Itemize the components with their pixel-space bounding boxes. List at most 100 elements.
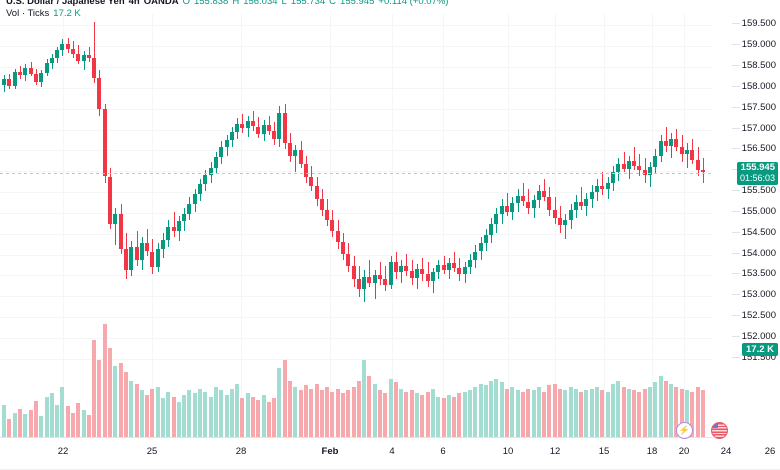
candle-wick [634,147,635,171]
candle-wick [602,172,603,196]
chart-plot-area[interactable] [0,14,712,437]
candle-body [325,209,329,221]
volume-bar [34,400,38,437]
candle-body [500,205,504,214]
grid-line-horizontal [0,24,712,26]
candle-body [637,166,641,171]
candle-body [643,170,647,176]
volume-bar [325,386,329,437]
candle-body [659,141,663,156]
time-tick-label: 25 [146,446,158,457]
candle-wick [406,253,407,277]
volume-bar [235,383,239,437]
candle-body [457,268,461,275]
volume-bar [97,360,101,437]
candle-body [2,79,6,85]
time-tick-label: 15 [598,446,610,457]
candle-body [187,203,191,214]
volume-indicator-label[interactable]: Vol · Ticks [6,8,50,19]
price-tick-dash [731,190,740,192]
candle-body [611,172,615,183]
price-tick-dash [731,210,740,212]
volume-bar [537,386,541,437]
candle-wick [565,214,566,239]
volume-bar [643,388,647,437]
candle-body [394,261,398,273]
volume-bar [156,386,160,437]
candle-body [66,44,70,49]
volume-bar [669,383,673,437]
candle-body [97,77,101,109]
grid-line-horizontal [0,212,712,214]
current-price-line [0,173,712,174]
time-tick-label: 28 [235,446,247,457]
time-tick-label: 6 [440,446,446,457]
candle-body [119,214,123,250]
time-tick-label: 12 [549,446,561,457]
volume-bar [468,390,472,437]
grid-line-horizontal [0,87,712,89]
lightning-bolt-icon[interactable]: ⚡ [676,422,693,439]
volume-bar [579,391,583,437]
candle-body [235,124,239,132]
candle-wick [375,270,376,300]
candle-body [13,71,17,87]
candle-body [166,226,170,241]
candle-body [378,275,382,280]
time-scale[interactable]: 22 25 28 Feb 4 6 10 12 15 18 20 24 26 [0,437,780,470]
volume-bar [66,406,70,437]
interval-label[interactable]: 4h [128,0,140,7]
candle-body [45,62,49,73]
volume-bar [320,390,324,437]
candle-body [479,243,483,252]
candle-body [230,131,234,141]
candle-wick [581,186,582,210]
candle-wick [115,207,116,246]
candle-body [214,156,218,169]
candle-body [579,201,583,206]
volume-badge: 17.2 K [742,342,778,356]
time-tick-label: 24 [720,446,732,457]
volume-bar [198,388,202,437]
volume-bar [521,391,525,437]
candle-body [489,224,493,235]
volume-bar [293,386,297,437]
time-tick-label: 22 [57,446,69,457]
grid-line-vertical [684,14,685,437]
candle-body [516,196,520,203]
low-value: 155.734 [290,0,326,7]
volume-bar [584,390,588,437]
volume-bar [103,324,107,437]
volume-bar [140,390,144,437]
volume-bar [367,376,371,437]
volume-bar [299,390,303,437]
candle-body [23,67,27,76]
candle-body [82,55,86,62]
volume-bar [685,390,689,437]
price-scale[interactable]: 155.945 01:56:03 17.2 K 159.500 159.000 15… [712,0,780,447]
candle-body [55,50,59,58]
volume-bar [637,391,641,437]
volume-bar [45,396,49,437]
close-value: 155.945 [340,0,375,7]
volume-bar [304,385,308,437]
price-tick-dash [731,23,740,25]
price-tick-dash [731,315,740,317]
current-price-badge: 155.945 01:56:03 [736,161,778,185]
volume-indicator-value: 17.2 K [53,8,81,19]
volume-bar [574,388,578,437]
candle-body [431,272,435,281]
us-flag-icon[interactable] [711,422,728,439]
candle-body [346,253,350,267]
symbol-name[interactable]: U.S. Dollar / Japanese Yen [6,0,125,7]
candle-body [50,57,54,63]
candle-body [87,55,91,58]
candle-body [436,265,440,273]
candle-body [272,130,276,139]
candle-body [124,249,128,271]
candle-wick [242,114,243,133]
candle-body [484,234,488,244]
price-tick-label: 154.500 [731,227,776,238]
volume-bar [479,383,483,437]
volume-bar [124,372,128,437]
